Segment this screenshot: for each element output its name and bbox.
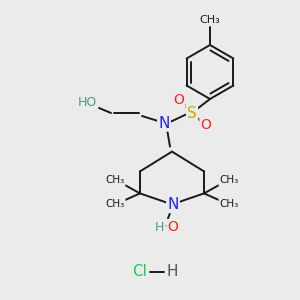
Text: ·: · [164, 218, 169, 236]
Text: H: H [154, 221, 164, 234]
Text: O: O [174, 93, 184, 107]
Text: CH₃: CH₃ [200, 15, 220, 25]
Text: CH₃: CH₃ [105, 176, 124, 185]
Text: CH₃: CH₃ [219, 200, 238, 209]
Text: N: N [167, 197, 179, 212]
Text: S: S [187, 106, 197, 121]
Text: O: O [201, 118, 212, 132]
Text: HO: HO [77, 95, 97, 109]
Text: CH₃: CH₃ [105, 200, 124, 209]
Text: N: N [158, 116, 170, 130]
Text: H: H [166, 265, 178, 280]
Text: CH₃: CH₃ [219, 176, 238, 185]
Text: Cl: Cl [133, 265, 147, 280]
Text: O: O [168, 220, 178, 234]
